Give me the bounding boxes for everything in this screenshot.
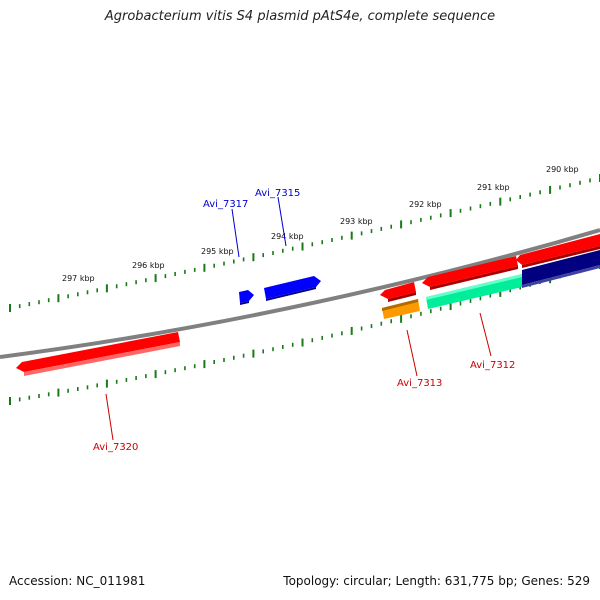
- gene-avi-7313-red[interactable]: [380, 282, 416, 302]
- leader-line-avi-7313: [406, 329, 418, 377]
- gene-label-avi-7312: Avi_7312: [470, 360, 515, 371]
- leader-line-avi-7320: [105, 393, 114, 441]
- ruler-label-296-kbp: 296 kbp: [132, 261, 165, 270]
- gene-label-avi-7320: Avi_7320: [93, 442, 138, 453]
- accession-text: Accession: NC_011981: [9, 574, 146, 588]
- gene-label-avi-7317: Avi_7317: [203, 199, 248, 210]
- ruler-label-290-kbp: 290 kbp: [546, 165, 579, 174]
- leader-line-avi-7312: [479, 312, 492, 357]
- gene-navy-segment[interactable]: [522, 250, 600, 288]
- ruler-label-291-kbp: 291 kbp: [477, 183, 510, 192]
- outer-tick-ruler: [9, 174, 600, 312]
- gene-label-avi-7315: Avi_7315: [255, 188, 300, 199]
- sequence-backbone: [0, 228, 600, 359]
- ruler-label-294-kbp: 294 kbp: [271, 232, 304, 241]
- gene-red-segment-right[interactable]: [516, 234, 600, 268]
- gene-avi-7312-red[interactable]: [422, 256, 518, 290]
- gene-label-avi-7313: Avi_7313: [397, 378, 442, 389]
- ruler-label-297-kbp: 297 kbp: [62, 274, 95, 283]
- leader-line-avi-7317: [231, 208, 240, 258]
- ruler-label-293-kbp: 293 kbp: [340, 217, 373, 226]
- ruler-label-295-kbp: 295 kbp: [201, 247, 234, 256]
- map-title: Agrobacterium vitis S4 plasmid pAtS4e, c…: [104, 9, 496, 24]
- gene-avi-7313[interactable]: [382, 299, 420, 319]
- gene-avi-7312-green[interactable]: [426, 274, 522, 309]
- gene-avi-7315[interactable]: [264, 276, 321, 301]
- ruler-label-292-kbp: 292 kbp: [409, 200, 442, 209]
- gene-avi-7317[interactable]: [239, 290, 254, 305]
- gene-avi-7320[interactable]: [16, 332, 180, 376]
- leader-line-avi-7315: [277, 196, 287, 247]
- topology-summary: Topology: circular; Length: 631,775 bp; …: [283, 574, 590, 588]
